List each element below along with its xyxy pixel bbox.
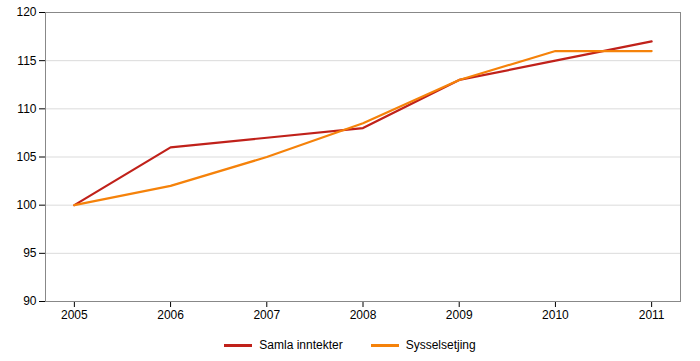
svg-text:120: 120 (16, 5, 36, 19)
html-text:Samla inntekter: Samla inntekter (259, 338, 343, 352)
svg-text:2007: 2007 (253, 308, 280, 322)
svg-text:2011: 2011 (639, 308, 665, 322)
svg-text:2010: 2010 (542, 308, 569, 322)
html-text:Sysselsetjing: Sysselsetjing (405, 338, 476, 352)
svg-text:2008: 2008 (350, 308, 377, 322)
svg-text:2006: 2006 (157, 308, 184, 322)
svg-text:110: 110 (17, 102, 36, 116)
svg-text:90: 90 (23, 294, 37, 308)
svg-text:2009: 2009 (446, 308, 473, 322)
svg-text:115: 115 (17, 54, 36, 68)
svg-text:105: 105 (16, 150, 36, 164)
svg-text:2005: 2005 (61, 308, 88, 322)
svg-text:100: 100 (16, 198, 36, 212)
svg-text:95: 95 (23, 246, 37, 260)
